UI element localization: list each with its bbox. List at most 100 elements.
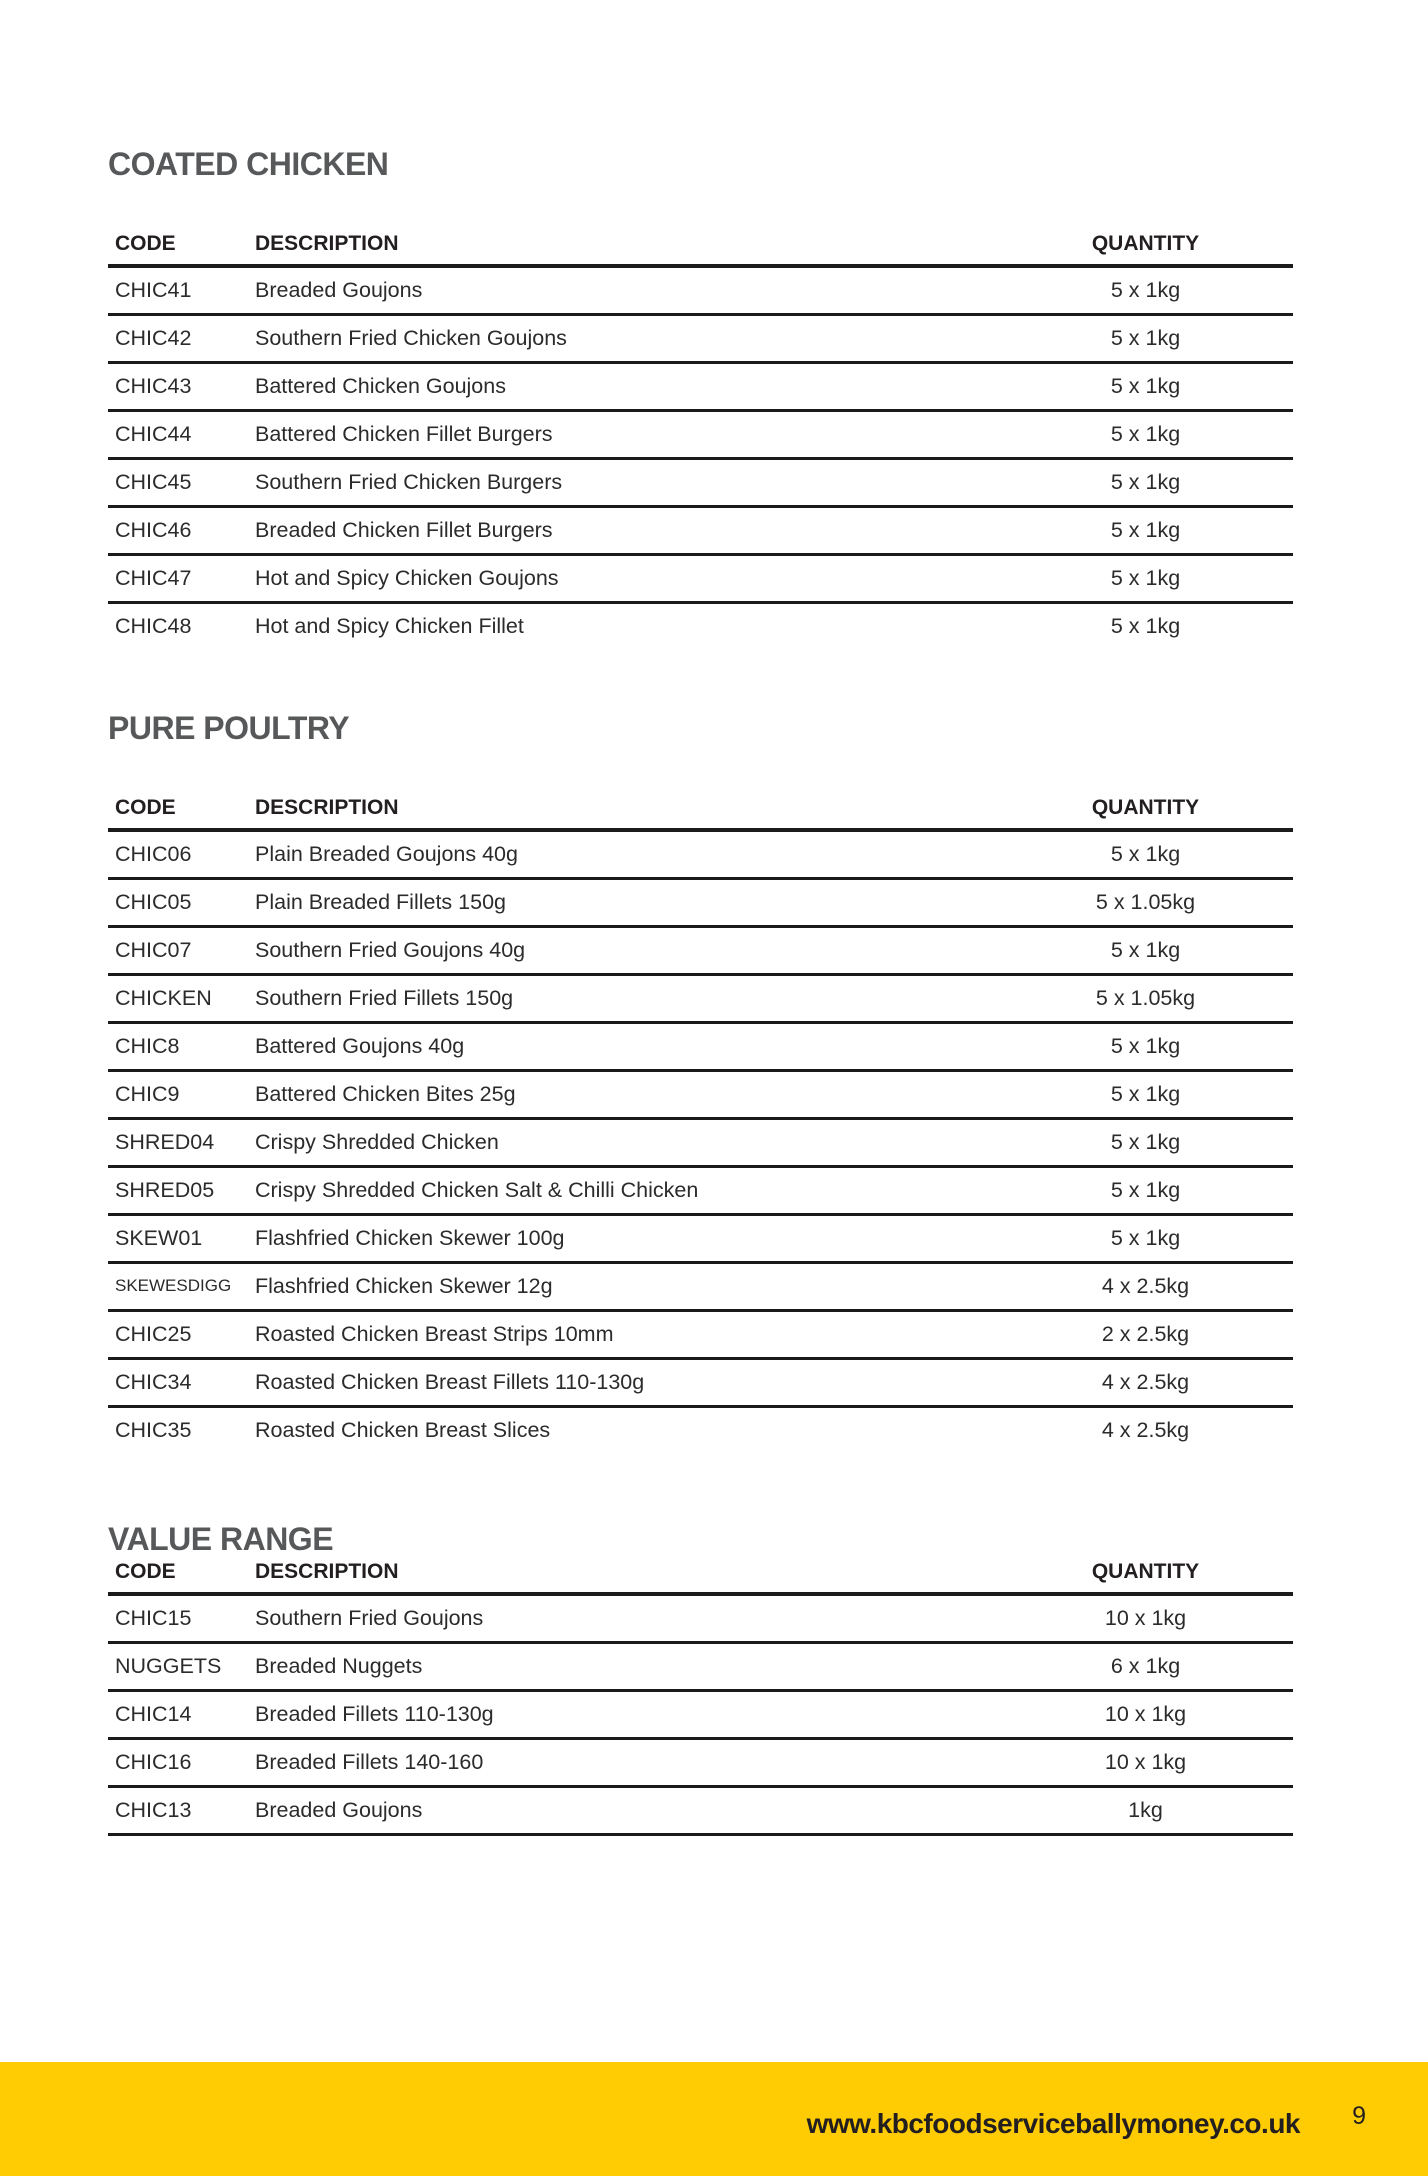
code-cell: CHIC07	[108, 926, 248, 976]
column-header-code: CODE	[108, 774, 248, 832]
code-cell: CHIC14	[108, 1690, 248, 1740]
quantity-cell: 10 x 1kg	[998, 1738, 1293, 1788]
table-row: CHIC14 Breaded Fillets 110-130g 10 x 1kg	[108, 1690, 1293, 1740]
section-title-value-range: VALUE RANGE	[108, 1521, 334, 1557]
table-row: SHRED05 Crispy Shredded Chicken Salt & Ch…	[108, 1166, 1293, 1216]
table-row: SHRED04 Crispy Shredded Chicken 5 x 1kg	[108, 1118, 1293, 1168]
table-row: CHIC9 Battered Chicken Bites 25g 5 x 1kg	[108, 1070, 1293, 1120]
code-cell: CHIC13	[108, 1786, 248, 1836]
code-cell: CHIC06	[108, 830, 248, 880]
table-row: CHIC06 Plain Breaded Goujons 40g 5 x 1kg	[108, 830, 1293, 880]
column-header-description: DESCRIPTION	[248, 774, 998, 832]
table-row: NUGGETS Breaded Nuggets 6 x 1kg	[108, 1642, 1293, 1692]
footer-bar: www.kbcfoodserviceballymoney.co.uk 9	[0, 2062, 1428, 2176]
description-cell: Battered Chicken Fillet Burgers	[248, 410, 998, 460]
value-range-table: CODE DESCRIPTION QUANTITY CHIC15 Southern F…	[108, 1559, 1293, 1836]
description-cell: Breaded Goujons	[248, 266, 998, 316]
description-cell: Roasted Chicken Breast Slices	[255, 1418, 551, 1443]
table-row: CHIC46 Breaded Chicken Fillet Burgers 5 x …	[108, 506, 1293, 556]
quantity-cell: 5 x 1kg	[998, 830, 1293, 880]
quantity-cell: 5 x 1kg	[998, 1022, 1293, 1072]
description-cell: Breaded Nuggets	[248, 1642, 998, 1692]
code-cell: CHIC48	[115, 614, 192, 639]
catalog-page: COATED CHICKEN CODE DESCRIPTION QUANTITY C…	[0, 148, 1428, 1836]
code-cell: CHIC25	[108, 1310, 248, 1360]
code-cell: CHIC41	[108, 266, 248, 316]
code-cell: CHIC34	[108, 1358, 248, 1408]
code-cell: CHIC43	[108, 362, 248, 412]
table-row: CHIC13 Breaded Goujons 1kg	[108, 1786, 1293, 1836]
table-row: SKEWESDIGG Flashfried Chicken Skewer 12g 4…	[108, 1262, 1293, 1312]
description-cell: Battered Goujons 40g	[248, 1022, 998, 1072]
code-cell: CHIC46	[108, 506, 248, 556]
description-cell: Crispy Shredded Chicken Salt & Chilli Ch…	[248, 1166, 998, 1216]
table-row: CHIC25 Roasted Chicken Breast Strips 10mm…	[108, 1310, 1293, 1360]
description-cell: Southern Fried Fillets 150g	[248, 974, 998, 1024]
column-header-quantity: QUANTITY	[998, 210, 1293, 268]
code-cell: CHIC44	[108, 410, 248, 460]
quantity-cell: 5 x 1kg	[998, 926, 1293, 976]
description-cell: Southern Fried Goujons 40g	[248, 926, 998, 976]
section-title-coated-chicken: COATED CHICKEN	[108, 146, 389, 182]
table-row: CHIC43 Battered Chicken Goujons 5 x 1kg	[108, 362, 1293, 412]
code-cell: CHIC45	[108, 458, 248, 508]
website-link[interactable]: www.kbcfoodserviceballymoney.co.uk	[806, 2108, 1301, 2139]
quantity-cell: 5 x 1kg	[998, 506, 1293, 556]
description-cell: Roasted Chicken Breast Fillets 110-130g	[248, 1358, 998, 1408]
quantity-cell: 5 x 1kg	[998, 314, 1293, 364]
description-cell: Crispy Shredded Chicken	[248, 1118, 998, 1168]
column-header-description: DESCRIPTION	[248, 1559, 998, 1596]
description-cell: Plain Breaded Fillets 150g	[248, 878, 998, 928]
description-cell: Southern Fried Chicken Burgers	[248, 458, 998, 508]
section-title-pure-poultry: PURE POULTRY	[108, 710, 350, 746]
quantity-cell: 10 x 1kg	[998, 1594, 1293, 1644]
table-header-row: CODE DESCRIPTION QUANTITY	[108, 210, 1293, 268]
table-row: CHIC15 Southern Fried Goujons 10 x 1kg	[108, 1594, 1293, 1644]
quantity-cell: 5 x 1kg	[998, 266, 1293, 316]
description-cell: Flashfried Chicken Skewer 12g	[248, 1262, 998, 1312]
column-header-code: CODE	[108, 210, 248, 268]
description-cell: Southern Fried Goujons	[248, 1594, 998, 1644]
description-cell: Plain Breaded Goujons 40g	[248, 830, 998, 880]
quantity-cell: 5 x 1kg	[998, 410, 1293, 460]
quantity-cell: 10 x 1kg	[998, 1690, 1293, 1740]
code-cell: CHIC35	[115, 1418, 192, 1443]
code-cell: CHIC15	[108, 1594, 248, 1644]
table-row: CHIC35 Roasted Chicken Breast Slices 4 x 2…	[108, 1406, 1293, 1454]
quantity-cell: 4 x 2.5kg	[998, 1262, 1293, 1312]
quantity-cell: 5 x 1kg	[998, 458, 1293, 508]
column-header-quantity: QUANTITY	[998, 774, 1293, 832]
table-header-row: CODE DESCRIPTION QUANTITY	[108, 774, 1293, 832]
table-row: SKEW01 Flashfried Chicken Skewer 100g 5 x …	[108, 1214, 1293, 1264]
code-cell: CHIC16	[108, 1738, 248, 1788]
table-row: CHIC48 Hot and Spicy Chicken Fillet 5 x 1k…	[108, 602, 1293, 650]
description-cell: Roasted Chicken Breast Strips 10mm	[248, 1310, 998, 1360]
quantity-cell: 5 x 1kg	[998, 1214, 1293, 1264]
code-cell: CHIC05	[108, 878, 248, 928]
description-cell: Breaded Goujons	[248, 1786, 998, 1836]
quantity-cell: 6 x 1kg	[998, 1642, 1293, 1692]
table-header-row: CODE DESCRIPTION QUANTITY	[108, 1559, 1293, 1596]
code-cell: CHIC9	[108, 1070, 248, 1120]
table-row: CHIC34 Roasted Chicken Breast Fillets 110…	[108, 1358, 1293, 1408]
table-row: CHIC05 Plain Breaded Fillets 150g 5 x 1.05…	[108, 878, 1293, 928]
description-cell: Breaded Chicken Fillet Burgers	[248, 506, 998, 556]
page-number: 9	[1352, 2102, 1366, 2130]
pure-poultry-table: CODE DESCRIPTION QUANTITY CHIC06 Plain Brea…	[108, 774, 1293, 1454]
code-cell: SHRED04	[108, 1118, 248, 1168]
quantity-cell: 5 x 1kg	[998, 1118, 1293, 1168]
quantity-cell: 2 x 2.5kg	[998, 1310, 1293, 1360]
description-cell: Breaded Fillets 140-160	[248, 1738, 998, 1788]
table-row: CHIC16 Breaded Fillets 140-160 10 x 1kg	[108, 1738, 1293, 1788]
code-cell: CHIC42	[108, 314, 248, 364]
column-header-quantity: QUANTITY	[998, 1559, 1293, 1596]
quantity-cell: 5 x 1kg	[998, 554, 1293, 604]
code-cell: SKEW01	[108, 1214, 248, 1264]
quantity-cell: 5 x 1.05kg	[998, 974, 1293, 1024]
quantity-cell: 5 x 1kg	[1110, 614, 1181, 639]
description-cell: Breaded Fillets 110-130g	[248, 1690, 998, 1740]
description-cell: Hot and Spicy Chicken Goujons	[248, 554, 998, 604]
table-row: CHIC41 Breaded Goujons 5 x 1kg	[108, 266, 1293, 316]
table-row: CHIC07 Southern Fried Goujons 40g 5 x 1kg	[108, 926, 1293, 976]
column-header-description: DESCRIPTION	[248, 210, 998, 268]
